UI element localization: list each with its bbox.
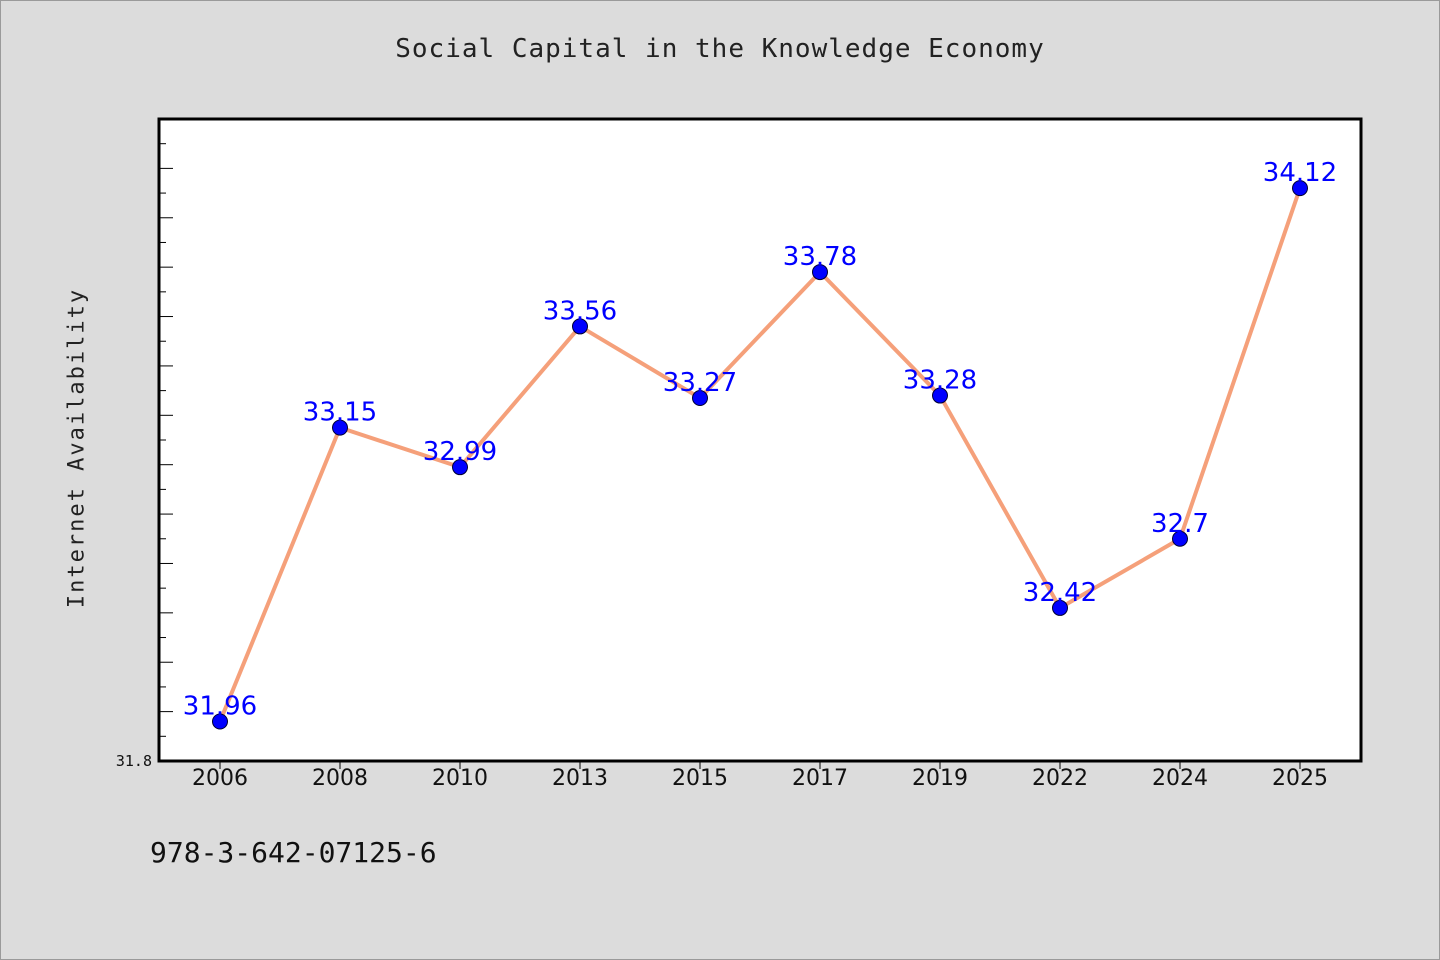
x-tick-label: 2022 [1032, 766, 1088, 791]
y-tick-label: 31.8 [116, 752, 152, 770]
data-label: 33.15 [303, 398, 377, 428]
data-point [572, 318, 588, 335]
data-point [332, 419, 348, 436]
data-label: 32.7 [1151, 509, 1209, 539]
data-label: 31.96 [183, 691, 257, 721]
x-tick-label: 2017 [792, 766, 848, 791]
x-tick-label: 2015 [672, 766, 728, 791]
series-line-group [218, 187, 1302, 723]
x-tick-label: 2024 [1152, 766, 1208, 791]
chart-title: Social Capital in the Knowledge Economy [395, 34, 1045, 64]
data-point [1052, 599, 1068, 616]
data-point [452, 459, 468, 476]
x-tick-label: 2019 [912, 766, 968, 791]
data-labels: 31.96 33.15 32.99 33.56 33.27 33.78 33.28 32.42… [183, 158, 1337, 721]
data-label: 33.78 [783, 242, 857, 272]
data-point [1292, 180, 1308, 197]
y-axis-ticks: 31.8 [116, 118, 173, 770]
series-line [218, 187, 1302, 723]
data-label: 34.12 [1263, 158, 1337, 188]
data-point [1172, 530, 1188, 547]
x-tick-label: 2010 [432, 766, 488, 791]
x-tick-label: 2013 [552, 766, 608, 791]
data-label: 33.56 [543, 296, 617, 326]
data-label: 32.42 [1023, 578, 1097, 608]
data-point [932, 387, 948, 404]
x-tick-label: 2006 [192, 766, 248, 791]
data-markers [212, 180, 1308, 730]
isbn-text: 978-3-642-07125-6 [150, 836, 437, 869]
x-tick-label: 2008 [312, 766, 368, 791]
plot-area [157, 117, 1363, 763]
data-label: 33.28 [903, 366, 977, 396]
data-point [812, 264, 828, 281]
data-point [212, 713, 228, 730]
data-label: 32.99 [423, 437, 497, 467]
data-point [692, 390, 708, 407]
x-axis-ticks: 2006 2008 2010 2013 2015 2017 2019 2022 2024 2025 [192, 761, 1328, 791]
data-label: 33.27 [663, 368, 737, 398]
x-tick-label: 2025 [1272, 766, 1328, 791]
